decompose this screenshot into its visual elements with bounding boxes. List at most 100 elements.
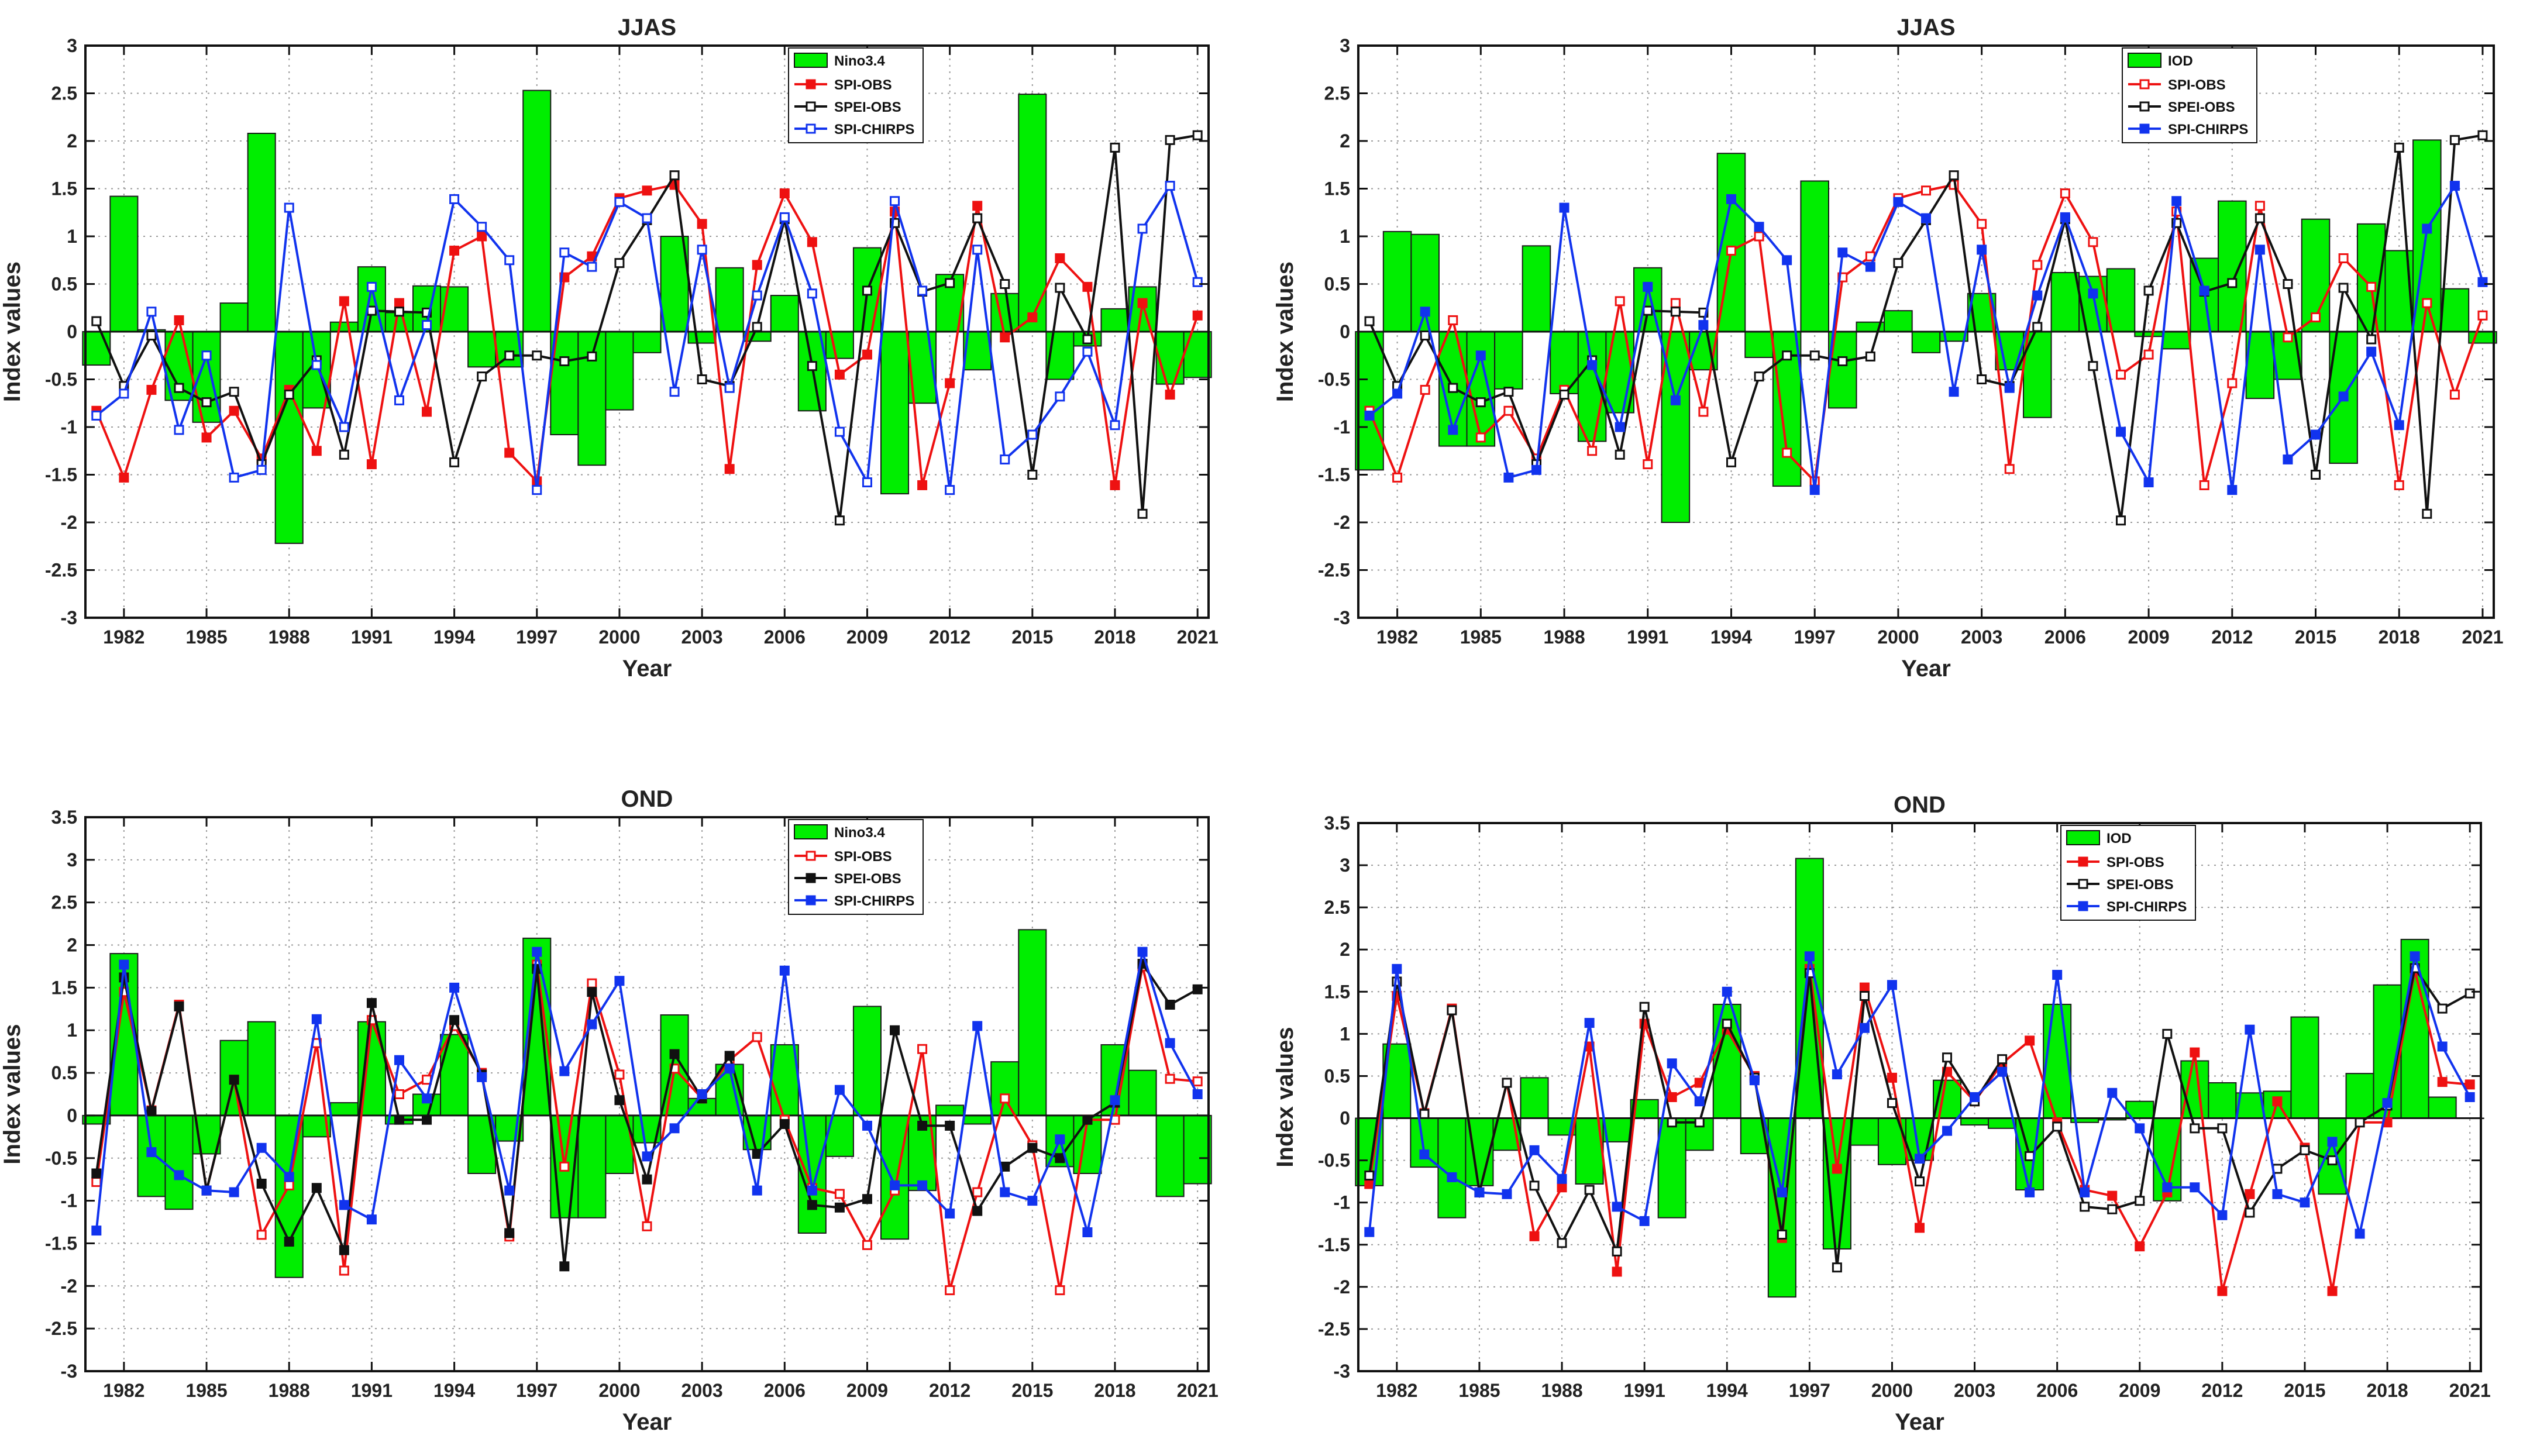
data-point [477,222,487,232]
bar [522,90,552,333]
legend-label: Nino3.4 [834,53,885,69]
data-point [174,1170,184,1180]
data-point [1726,245,1736,256]
data-point [1082,1227,1093,1238]
data-point [1859,991,1870,1001]
data-point [642,1221,652,1231]
x-tick-label: 2021 [2462,627,2503,648]
data-point [834,1189,845,1199]
data-point [339,1265,349,1276]
data-point [2300,1145,2310,1155]
data-point [91,316,102,326]
data-point [2190,1182,2200,1193]
data-point [422,407,432,417]
x-tick-label: 1988 [1543,627,1585,648]
y-tick-label: 3 [67,35,77,56]
y-tick-label: 0.5 [1324,274,1350,295]
legend-label: SPEI-OBS [834,871,901,887]
data-point [2355,1117,2365,1128]
data-point [422,320,432,331]
data-point [91,1168,102,1179]
data-point [972,1021,983,1031]
y-tick-label: -2 [61,512,77,533]
data-point [1887,980,1897,990]
bar [1744,331,1774,359]
data-point [229,1075,239,1085]
data-point [2199,285,2209,296]
data-point [890,196,900,206]
data-point [1698,320,1709,331]
data-point [174,425,184,435]
legend-label: SPI-OBS [834,77,892,93]
legend-label: SPI-CHIRPS [2106,899,2187,915]
data-point [2116,369,2126,380]
y-tick-label: 2 [67,130,77,152]
data-point [256,464,267,475]
data-point [1942,1052,1953,1063]
legend-marker [806,851,816,861]
data-point [1000,279,1010,289]
data-point [862,477,872,488]
data-point [697,245,707,255]
data-point [449,1015,460,1025]
legend-label: IOD [2168,53,2193,69]
data-point [834,515,845,526]
y-tick-label: -2 [61,1275,77,1296]
legend-label: SPI-CHIRPS [2168,122,2248,137]
data-point [1612,1246,1622,1257]
data-point [669,387,680,397]
data-point [1420,331,1430,341]
bar [219,302,249,332]
bar [2050,271,2080,332]
x-axis-label: Year [1895,1409,1944,1435]
bar [2440,288,2470,332]
bar [632,331,662,353]
chart-title: JJAS [1896,15,1955,40]
data-point [1000,332,1010,343]
data-point [311,446,322,456]
bar [605,331,634,411]
data-point [1782,350,1792,361]
data-point [1448,383,1458,393]
bar [797,1114,827,1234]
data-point [669,1049,680,1059]
bar [274,331,304,544]
data-point [642,185,652,196]
data-point [2199,480,2209,490]
bar [715,267,744,333]
bar [660,236,689,332]
data-point [1804,951,1815,962]
y-tick-label: 3 [67,849,77,870]
bar [329,321,359,333]
data-point [2190,1123,2200,1134]
bar [990,292,1020,332]
y-tick-label: -3 [61,1361,77,1382]
data-point [256,1142,267,1153]
data-point [449,982,460,993]
x-tick-label: 1991 [351,1380,393,1401]
data-point [1419,1149,1430,1160]
bar [2218,200,2247,332]
data-point [2032,260,2043,270]
data-point [201,432,212,443]
data-point [2327,1155,2338,1166]
data-point [366,998,377,1008]
bar [164,1114,194,1210]
data-point [642,213,652,223]
data-point [559,1066,570,1076]
y-axis-label: Index values [0,261,25,402]
data-point [366,459,377,470]
x-tick-label: 1988 [1541,1380,1582,1401]
data-point [2088,361,2098,371]
axes-frame [84,816,1210,1372]
data-point [1754,231,1764,242]
data-point [1612,1202,1622,1212]
data-point [146,307,157,317]
data-point [945,1208,955,1219]
x-tick-label: 1991 [351,627,393,648]
bar [1355,331,1384,471]
bar [467,331,497,368]
data-point [2080,1187,2090,1197]
data-point [2422,508,2432,519]
